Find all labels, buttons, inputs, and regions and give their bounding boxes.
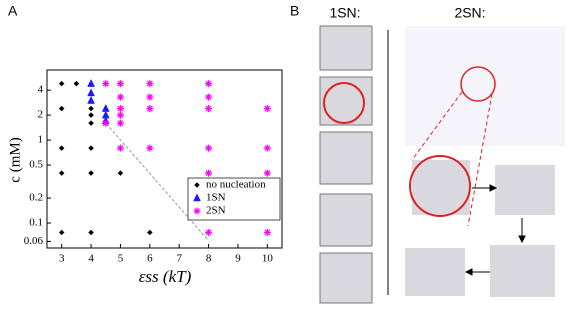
zoom-line — [411, 91, 463, 161]
snapshot-label: 1SN: — [329, 5, 360, 21]
highlight — [409, 155, 471, 217]
marker — [117, 170, 124, 176]
y-tick-label: 4 — [38, 84, 44, 96]
marker — [88, 120, 94, 127]
highlight — [460, 66, 496, 102]
legend-marker — [194, 182, 200, 188]
marker — [87, 88, 95, 97]
x-axis-label: εss (kT) — [139, 267, 192, 286]
marker — [73, 80, 80, 87]
y-axis-label: c (mM) — [7, 137, 23, 182]
snapshot-2sn — [490, 245, 555, 297]
panel-label: B — [290, 3, 299, 19]
marker — [205, 80, 213, 88]
snapshot-2sn — [495, 165, 555, 215]
marker — [146, 93, 154, 101]
marker — [116, 111, 124, 119]
marker — [88, 112, 94, 118]
x-tick-label: 6 — [147, 253, 153, 265]
snapshot-label: 2SN: — [454, 5, 485, 21]
marker — [116, 105, 124, 113]
legend — [187, 177, 281, 221]
marker — [88, 229, 94, 236]
marker — [102, 80, 110, 88]
legend-marker — [193, 193, 201, 202]
marker — [87, 79, 95, 87]
marker — [263, 105, 271, 113]
marker — [116, 93, 124, 101]
marker — [205, 105, 213, 113]
highlight — [323, 82, 365, 124]
zoom-line — [467, 93, 493, 227]
marker — [263, 169, 271, 177]
y-tick-label: 0.2 — [29, 192, 43, 204]
marker — [101, 103, 110, 112]
marker — [146, 105, 154, 113]
y-tick-label: 1 — [38, 134, 44, 146]
marker — [58, 170, 65, 176]
y-tick-label: 0.06 — [24, 235, 44, 247]
marker — [263, 144, 271, 152]
marker — [146, 80, 154, 88]
x-tick-label: 8 — [206, 253, 212, 265]
marker — [58, 105, 65, 112]
y-tick-label: 0.5 — [29, 159, 43, 171]
marker — [116, 80, 124, 88]
plot-frame — [46, 69, 283, 249]
marker — [58, 145, 65, 151]
marker — [88, 145, 94, 151]
legend-label: 2SN — [206, 205, 226, 217]
marker — [102, 119, 110, 127]
snapshot-2sn — [405, 26, 565, 146]
x-tick-label: 5 — [118, 253, 124, 265]
marker — [205, 144, 213, 152]
legend-label: 1SN — [206, 192, 226, 204]
x-tick-label: 3 — [59, 253, 65, 265]
x-tick-label: 7 — [176, 253, 182, 265]
marker — [205, 169, 213, 177]
marker — [146, 144, 154, 152]
marker — [263, 228, 271, 236]
marker — [116, 144, 124, 152]
panel-label: A — [8, 3, 18, 19]
marker — [205, 228, 213, 236]
y-tick-label: 0.1 — [29, 217, 43, 229]
snapshot-2sn — [405, 248, 465, 296]
marker — [87, 95, 95, 104]
legend-label: no nucleation — [206, 179, 266, 191]
marker — [58, 229, 65, 236]
marker — [116, 119, 124, 127]
marker — [205, 93, 213, 101]
marker — [146, 229, 153, 236]
x-tick-label: 10 — [262, 253, 274, 265]
x-tick-label: 9 — [235, 253, 241, 265]
marker — [58, 80, 65, 87]
y-tick-label: 2 — [38, 109, 44, 121]
marker — [88, 170, 94, 176]
legend-marker — [193, 207, 201, 215]
marker — [88, 105, 94, 112]
arrows — [464, 184, 526, 276]
snapshot-2sn — [412, 160, 470, 215]
x-tick-label: 4 — [88, 253, 94, 265]
snapshots-1sn — [319, 25, 373, 304]
